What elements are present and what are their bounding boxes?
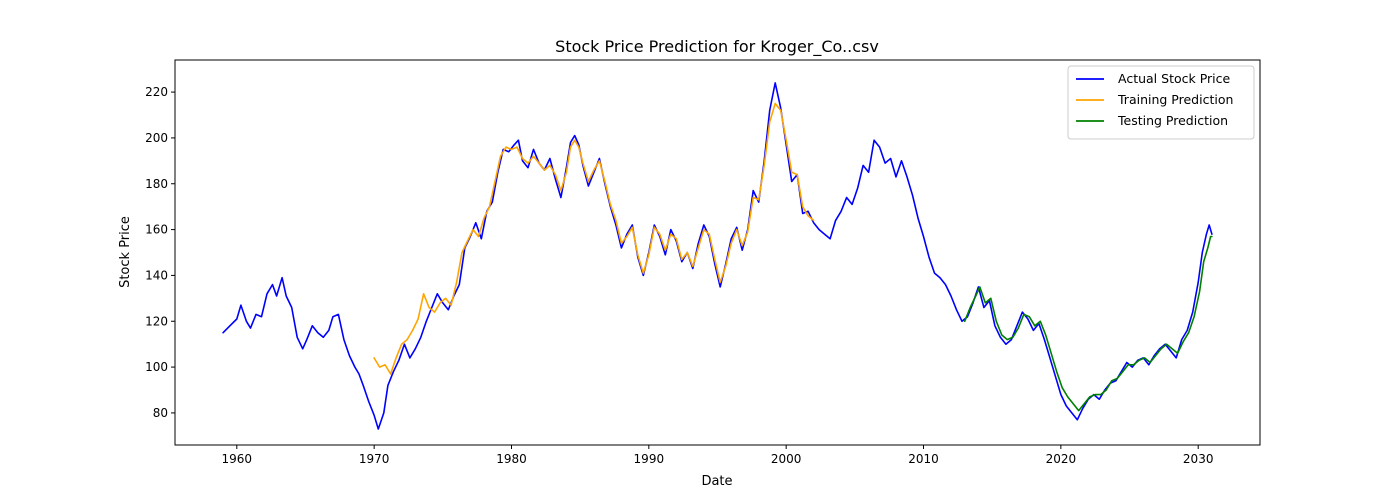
y-tick-label: 200: [145, 131, 168, 145]
y-tick-label: 80: [153, 406, 168, 420]
series-line-training-prediction: [373, 102, 815, 375]
y-tick-label: 180: [145, 177, 168, 191]
legend-box: [1067, 65, 1255, 140]
y-tick-label: 120: [145, 314, 168, 328]
chart-title: Stock Price Prediction for Kroger_Co..cs…: [555, 37, 879, 57]
x-tick-label: 2020: [1046, 452, 1077, 466]
legend-label: Testing Prediction: [1117, 113, 1228, 128]
series-layer: [222, 82, 1213, 430]
series-line-testing-prediction: [963, 235, 1213, 412]
legend: Actual Stock Price Training Prediction Tes…: [1067, 65, 1255, 140]
x-tick-label: 1990: [634, 452, 665, 466]
y-tick-label: 140: [145, 268, 168, 282]
x-tick-label: 1960: [222, 452, 253, 466]
plot-frame: [174, 59, 1261, 446]
series-line-actual-stock-price: [222, 82, 1213, 430]
y-tick-label: 160: [145, 223, 168, 237]
x-tick-label: 2000: [771, 452, 802, 466]
y-tick-label: 100: [145, 360, 168, 374]
y-tick-label: 220: [145, 85, 168, 99]
x-tick-label: 2030: [1183, 452, 1214, 466]
legend-label: Actual Stock Price: [1118, 71, 1231, 86]
y-axis-label: Stock Price: [118, 216, 133, 288]
legend-label: Training Prediction: [1117, 92, 1233, 107]
x-tick-label: 1970: [359, 452, 390, 466]
axes-layer: 1960 1970 1980 1990 2000 2010 2020 2030 80 100 120…: [145, 59, 1261, 466]
x-tick-label: 1980: [496, 452, 527, 466]
x-tick-label: 2010: [908, 452, 939, 466]
x-axis-label: Date: [701, 474, 732, 489]
